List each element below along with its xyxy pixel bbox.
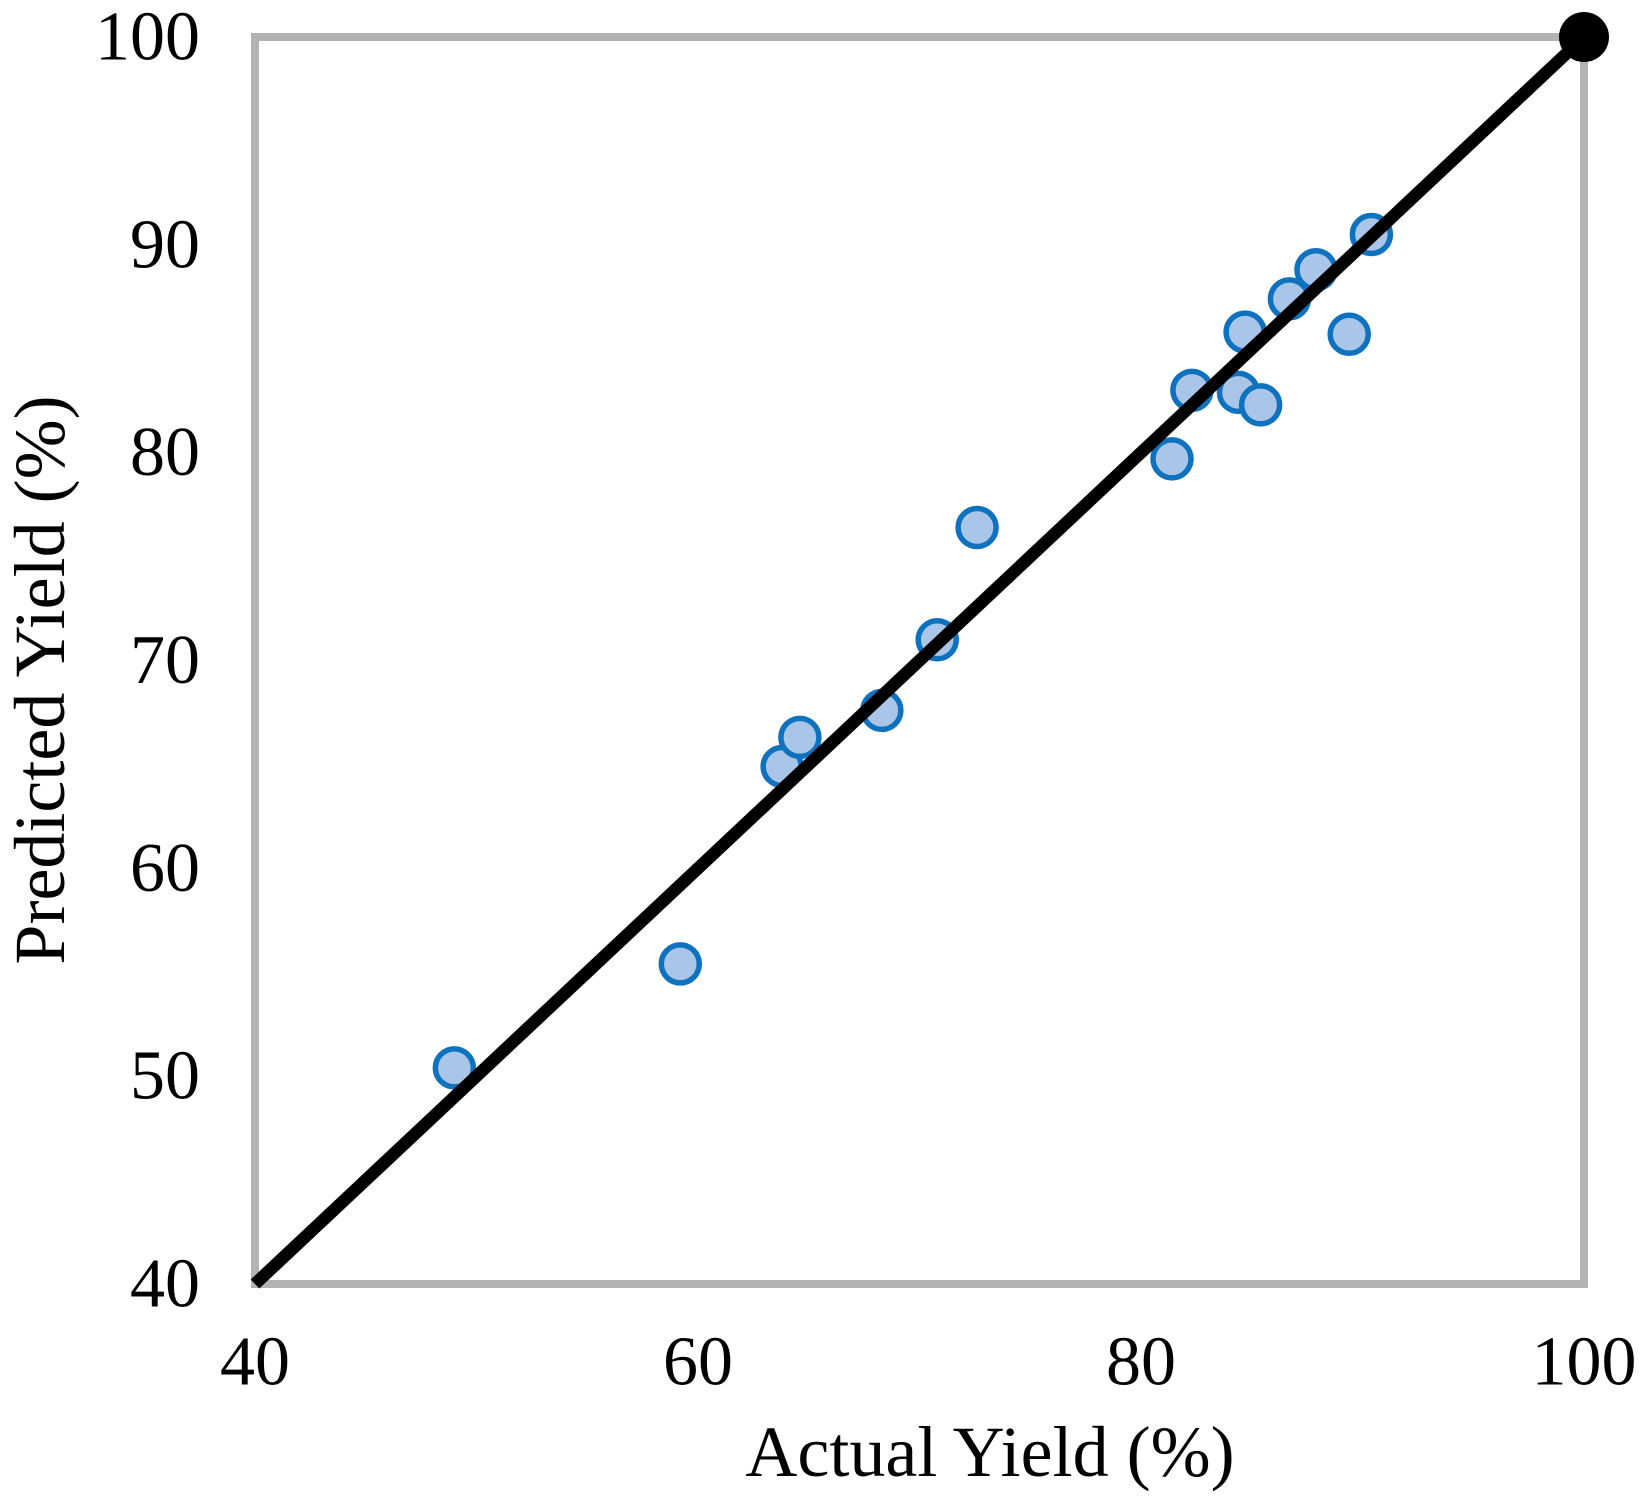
- y-tick-label: 50: [130, 1038, 200, 1115]
- data-point: [1327, 312, 1371, 356]
- plot-border: [251, 33, 1588, 1288]
- y-tick-label: 90: [130, 206, 200, 283]
- y-tick-label: 80: [130, 414, 200, 491]
- data-point: [1238, 383, 1283, 427]
- data-point: [778, 715, 822, 760]
- x-tick-label: 100: [1532, 1324, 1637, 1401]
- y-axis-title: Predicted Yield (%): [0, 395, 80, 964]
- data-point: [658, 942, 703, 986]
- x-tick-label: 40: [220, 1324, 290, 1401]
- x-tick-label: 60: [663, 1324, 733, 1401]
- parity-line: [250, 32, 1589, 1289]
- y-tick-label: 60: [130, 830, 200, 907]
- y-tick-label: 70: [130, 622, 200, 699]
- data-point: [1150, 437, 1194, 481]
- x-axis-title: Actual Yield (%): [745, 1412, 1234, 1492]
- y-tick-label: 100: [95, 0, 200, 76]
- data-point: [432, 1046, 477, 1090]
- y-tick-label: 40: [130, 1246, 200, 1323]
- parity-endpoint-marker: [1559, 12, 1609, 62]
- data-point: [955, 505, 999, 550]
- x-tick-label: 80: [1106, 1324, 1176, 1401]
